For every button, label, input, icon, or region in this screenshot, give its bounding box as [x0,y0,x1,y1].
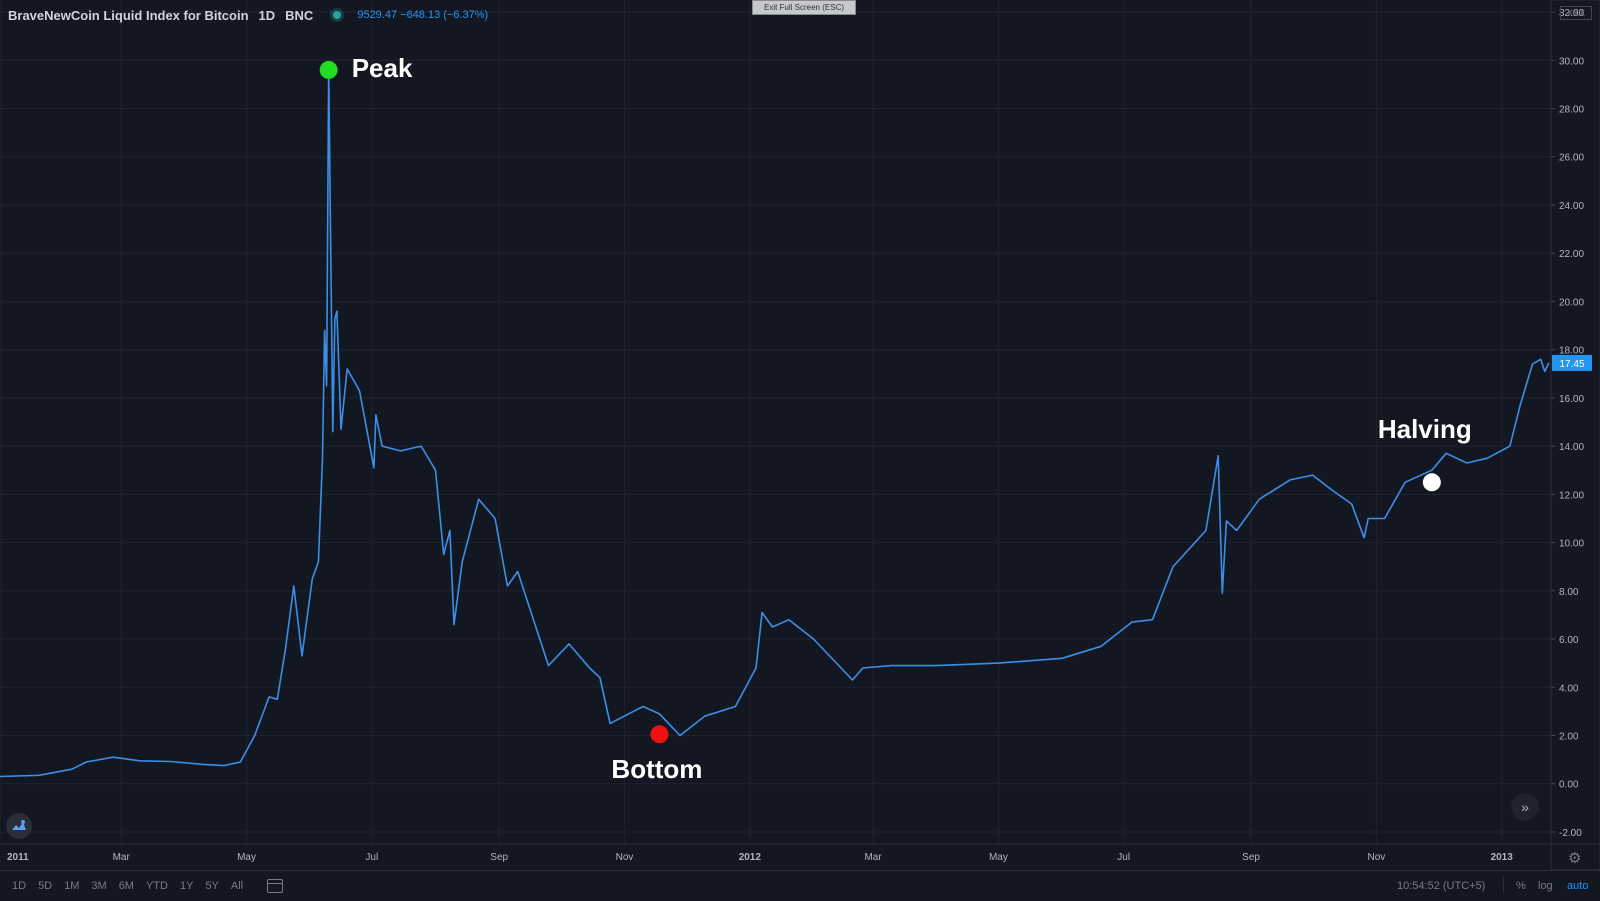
bottom-marker [650,725,669,744]
y-tick-label: 26.00 [1559,153,1584,164]
range-button-1m[interactable]: 1M [64,880,80,892]
x-tick-label: 2011 [7,852,29,863]
y-tick-label: 10.00 [1559,539,1584,550]
timeframe-label[interactable]: 1D [258,7,276,23]
market-status-icon [333,11,342,19]
x-tick-label: May [989,852,1008,863]
x-tick-label: Mar [113,852,131,863]
exchange-label: BNC [285,7,314,23]
time-axis[interactable]: 2011 Mar May Jul Sep Nov 2012 Mar May Jul Sep Nov 20… [7,852,1513,863]
exit-fullscreen-button[interactable]: Exit Full Screen (ESC) [752,0,856,15]
y-tick-label: 6.00 [1559,635,1579,646]
y-tick-label: 32.00 [1559,8,1584,19]
log-scale-toggle[interactable]: log [1538,880,1553,892]
last-price-marker: 17.45 [1552,354,1592,371]
annotation-markers [319,60,1441,744]
x-tick-label: Nov [616,852,634,863]
x-tick-label: Sep [1242,852,1260,863]
range-button-1d[interactable]: 1D [12,880,27,892]
y-tick-label: 14.00 [1559,442,1584,453]
y-tick-label: 0.00 [1559,780,1579,791]
series-layer [0,69,1550,778]
double-chevron-right-icon[interactable]: » [1511,793,1539,821]
range-button-5d[interactable]: 5D [38,880,53,892]
y-tick-label: 12.00 [1559,490,1584,501]
x-tick-label: Nov [1367,852,1385,863]
y-tick-label: 30.00 [1559,56,1584,67]
y-tick-label: 22.00 [1559,249,1584,260]
range-button-all[interactable]: All [230,880,244,892]
price-axis[interactable]: 32.00 30.00 28.00 26.00 24.00 22.00 20.00 18.00… [1551,8,1584,839]
y-tick-label: 18.00 [1559,346,1584,357]
calendar-icon[interactable] [267,879,284,893]
auto-scale-toggle[interactable]: auto [1567,880,1589,892]
y-tick-label: 4.00 [1559,683,1579,694]
x-tick-label: 2012 [739,852,762,863]
x-tick-label: Jul [1117,852,1130,863]
date-range-buttons: 1D 5D 1M 3M 6M YTD 1Y 5Y All [0,880,249,892]
percent-scale-toggle[interactable]: % [1516,880,1526,892]
x-tick-label: Mar [864,852,882,863]
toolbar-divider [1503,877,1504,893]
symbol-title[interactable]: BraveNewCoin Liquid Index for Bitcoin [8,7,249,23]
halving-annotation: Halving [1377,414,1472,445]
gear-icon[interactable]: ⚙ [1568,850,1582,867]
chart-header: BraveNewCoin Liquid Index for Bitcoin 1D… [0,0,1548,30]
range-button-3m[interactable]: 3M [91,880,107,892]
x-tick-label: 2013 [1491,852,1514,863]
x-tick-label: Jul [365,852,378,863]
y-tick-label: 24.00 [1559,201,1584,212]
peak-annotation: Peak [351,52,413,83]
y-tick-label: 20.00 [1559,297,1584,308]
y-tick-label: 8.00 [1559,587,1579,598]
range-button-6m[interactable]: 6M [118,880,134,892]
y-tick-label: -2.00 [1559,828,1582,839]
bottom-annotation: Bottom [611,754,703,785]
x-tick-label: Sep [490,852,508,863]
y-tick-label: 16.00 [1559,394,1584,405]
price-line [0,69,1550,778]
bottom-toolbar: 1D 5D 1M 3M 6M YTD 1Y 5Y All 10:54:52 (UTC+5) % … [0,870,1600,901]
y-tick-label: 2.00 [1559,731,1579,742]
range-button-1y[interactable]: 1Y [179,880,194,892]
x-tick-label: May [237,852,256,863]
range-button-ytd[interactable]: YTD [145,880,168,892]
currency-badge[interactable]: XXX [1560,6,1592,20]
chart-grid [0,0,1551,844]
y-tick-label: 28.00 [1559,105,1584,116]
halving-marker [1422,473,1441,492]
tradingview-cloud-icon[interactable] [6,813,32,839]
quote-readout: 9529.47 −648.13 (−6.37%) [357,9,489,21]
range-button-5y[interactable]: 5Y [205,880,219,892]
last-price-box [1552,354,1592,371]
peak-marker [319,60,338,79]
clock-readout[interactable]: 10:54:52 (UTC+5) [1397,880,1486,892]
last-price-label: 17.45 [1559,359,1584,370]
